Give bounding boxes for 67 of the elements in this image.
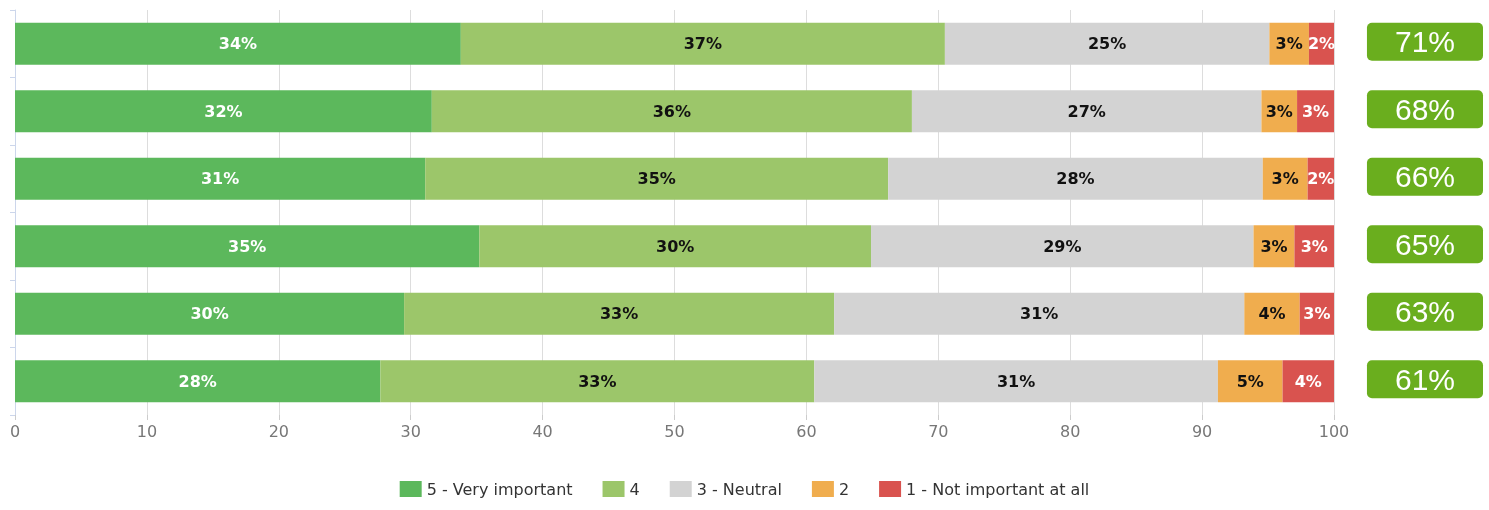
data-label: 32%: [204, 101, 243, 121]
data-label: 3%: [1300, 236, 1328, 256]
data-label: 3%: [1265, 101, 1293, 121]
bar: [1262, 157, 1308, 200]
text: 71%: [1394, 25, 1455, 59]
bar: [15, 225, 480, 268]
bar: [1282, 360, 1334, 403]
data-label: 3%: [1301, 101, 1330, 121]
data-label: 33%: [578, 371, 617, 391]
data-label: 33%: [599, 304, 639, 324]
x-tick-label: 60: [796, 421, 817, 441]
data-label: 30%: [656, 236, 695, 256]
bar: [479, 225, 872, 268]
x-tick-label: 100: [1318, 421, 1350, 441]
bar: [460, 22, 945, 65]
x-tick-label: 40: [532, 421, 553, 441]
bar: [380, 360, 815, 403]
data-label: 35%: [637, 169, 676, 189]
text: 68%: [1394, 92, 1455, 126]
data-label: 31%: [996, 371, 1036, 391]
bar: [15, 292, 405, 335]
legend-label: 1 - Not important at all: [906, 479, 1090, 499]
x-tick-label: 50: [664, 421, 685, 441]
data-label: 28%: [1056, 169, 1095, 189]
data-label: 3%: [1275, 34, 1303, 54]
bar: [1217, 360, 1283, 403]
text: 65%: [1394, 227, 1455, 261]
data-label: 28%: [178, 371, 217, 391]
data-label: 5%: [1236, 371, 1264, 391]
bar: [15, 22, 461, 65]
bar: [15, 360, 381, 403]
data-label: 4%: [1258, 304, 1286, 324]
data-label: 37%: [683, 34, 723, 54]
data-label: 30%: [190, 304, 229, 324]
data-label: 3%: [1303, 304, 1331, 324]
x-tick-label: 10: [136, 421, 158, 441]
data-label: 31%: [1020, 304, 1059, 324]
data-label: 34%: [218, 34, 258, 54]
legend-label: 3 - Neutral: [696, 479, 782, 499]
text: 66%: [1394, 160, 1455, 194]
bar: [404, 292, 835, 335]
legend-label: 2: [838, 479, 850, 499]
text: 61%: [1394, 362, 1455, 396]
data-label: 27%: [1067, 101, 1106, 121]
data-label: 31%: [200, 169, 240, 189]
bar: [431, 90, 912, 133]
x-tick-label: 20: [268, 421, 289, 441]
data-label: 25%: [1087, 34, 1127, 54]
data-label: 2%: [1307, 169, 1335, 189]
bar: [15, 90, 432, 133]
legend-label: 5 - Very important: [426, 479, 573, 499]
x-tick-label: 80: [1060, 421, 1081, 441]
data-label: 3%: [1260, 236, 1288, 256]
data-label: 36%: [652, 101, 692, 121]
x-tick-label: 0: [9, 421, 21, 441]
x-tick-label: 70: [928, 421, 949, 441]
text: 63%: [1394, 295, 1455, 329]
bar: [1244, 292, 1300, 335]
bar: [15, 157, 426, 200]
x-tick-label: 30: [400, 421, 421, 441]
x-tick-label: 90: [1191, 421, 1213, 441]
data-label: 35%: [228, 236, 267, 256]
data-label: 4%: [1294, 371, 1322, 391]
data-label: 29%: [1043, 236, 1082, 256]
data-label: 3%: [1271, 169, 1299, 189]
legend-label: 4: [629, 479, 640, 499]
bar: [425, 157, 889, 200]
